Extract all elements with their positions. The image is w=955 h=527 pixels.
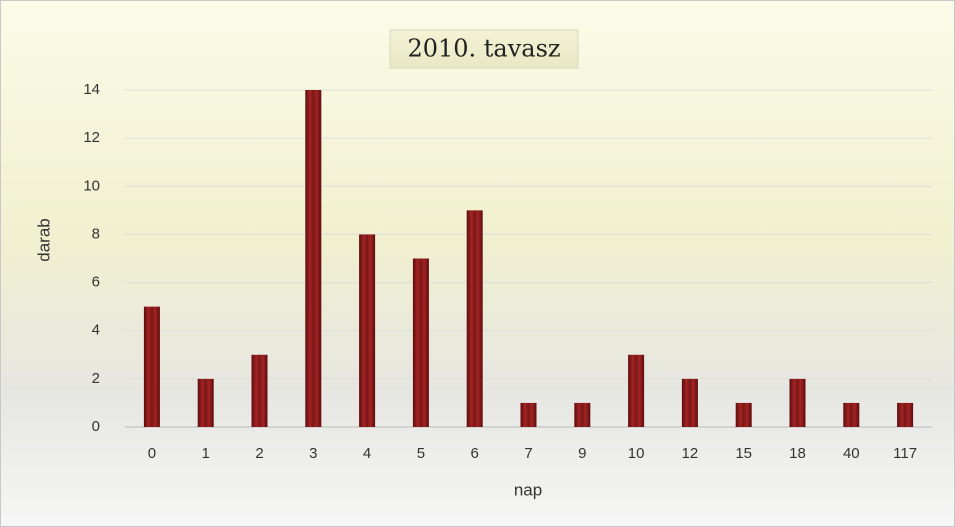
bar bbox=[359, 234, 376, 427]
x-tick-label: 7 bbox=[524, 445, 532, 462]
x-tick-label: 3 bbox=[309, 445, 317, 462]
x-tick-label: 6 bbox=[471, 445, 479, 462]
bar bbox=[628, 354, 645, 427]
bar bbox=[412, 258, 429, 427]
title-box bbox=[389, 29, 579, 69]
y-tick-label: 8 bbox=[92, 225, 100, 242]
bar bbox=[305, 90, 322, 427]
y-tick-label: 6 bbox=[92, 274, 100, 291]
bar bbox=[843, 402, 860, 427]
bar bbox=[520, 402, 537, 427]
bar bbox=[197, 378, 214, 427]
y-tick-label: 12 bbox=[83, 129, 100, 146]
bar bbox=[251, 354, 268, 427]
y-tick-label: 10 bbox=[83, 177, 100, 194]
y-tick-label: 2 bbox=[92, 370, 100, 387]
x-tick-label: 117 bbox=[893, 445, 917, 462]
bar bbox=[681, 378, 698, 427]
x-tick-label: 1 bbox=[202, 445, 210, 462]
bar bbox=[897, 402, 914, 427]
y-tick-label: 4 bbox=[92, 322, 100, 339]
y-tick-label: 0 bbox=[92, 418, 100, 435]
x-tick-label: 9 bbox=[578, 445, 586, 462]
chart-title: 2010. tavasz bbox=[407, 35, 560, 63]
bar bbox=[574, 402, 591, 427]
bar bbox=[789, 378, 806, 427]
x-axis-label: nap bbox=[514, 480, 542, 499]
x-tick-label: 40 bbox=[843, 445, 860, 462]
bar bbox=[735, 402, 752, 427]
x-tick-label: 15 bbox=[735, 445, 752, 462]
x-tick-label: 18 bbox=[789, 445, 806, 462]
bar bbox=[143, 306, 160, 427]
x-tick-label: 0 bbox=[148, 445, 156, 462]
x-tick-label: 5 bbox=[417, 445, 425, 462]
x-tick-label: 12 bbox=[682, 445, 699, 462]
bar bbox=[466, 210, 483, 427]
y-axis-label: darab bbox=[34, 218, 53, 261]
x-tick-label: 4 bbox=[363, 445, 371, 462]
x-tick-label: 10 bbox=[628, 445, 645, 462]
x-tick-label: 2 bbox=[255, 445, 263, 462]
y-tick-label: 14 bbox=[83, 81, 100, 98]
